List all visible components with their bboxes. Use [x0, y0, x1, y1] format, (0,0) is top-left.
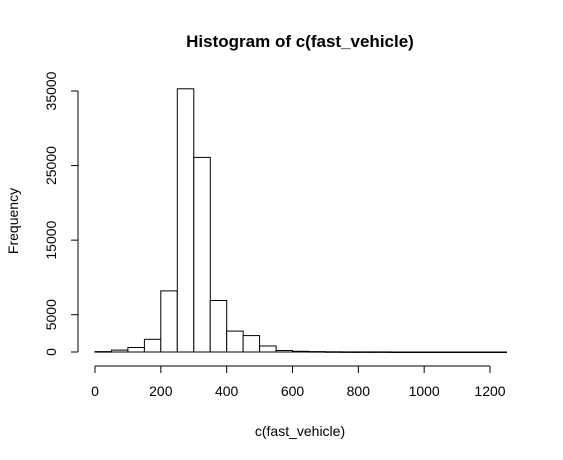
y-axis-label: Frequency	[5, 188, 21, 254]
histogram-bar-16	[357, 351, 376, 353]
histogram-bar-15	[341, 351, 359, 353]
histogram-bar-11	[275, 350, 293, 353]
histogram-bar-8	[226, 330, 244, 353]
histogram-bar-10	[259, 345, 277, 353]
histogram-bar-23	[473, 351, 491, 353]
y-tick-label: 35000	[43, 71, 59, 110]
histogram-bar-18	[390, 351, 409, 353]
histogram-bar-4	[160, 290, 178, 353]
histogram-bar-9	[242, 335, 261, 353]
histogram-bars	[94, 88, 507, 353]
x-tick-label: 400	[215, 383, 239, 399]
histogram-bar-17	[374, 351, 392, 353]
x-tick-label: 600	[281, 383, 305, 399]
histogram-bar-24	[489, 351, 507, 353]
histogram-bar-1	[111, 349, 129, 353]
histogram-bar-12	[292, 350, 310, 353]
y-tick-label: 0	[43, 348, 59, 356]
histogram-bar-7	[209, 300, 228, 353]
histogram-bar-20	[423, 351, 442, 353]
histogram-bar-6	[193, 156, 211, 353]
chart-title: Histogram of c(fast_vehicle)	[186, 32, 414, 51]
y-tick-label: 15000	[43, 220, 59, 259]
x-tick-label: 200	[149, 383, 173, 399]
histogram-bar-0	[94, 351, 112, 353]
y-tick-label: 25000	[43, 146, 59, 185]
x-tick-label: 1200	[474, 383, 505, 399]
histogram-bar-14	[324, 351, 343, 353]
histogram-bar-22	[456, 351, 475, 353]
histogram-bar-13	[308, 351, 326, 353]
histogram-bar-5	[176, 88, 195, 353]
histogram-bar-19	[407, 351, 425, 353]
x-axis-label: c(fast_vehicle)	[255, 423, 345, 439]
y-tick-label: 5000	[43, 299, 59, 330]
x-tick-label: 1000	[409, 383, 440, 399]
histogram-bar-2	[127, 347, 145, 353]
histogram-bar-3	[143, 338, 162, 353]
x-tick-label: 800	[347, 383, 371, 399]
x-axis: 0 200 400 600 800 1000 1200	[91, 365, 506, 399]
x-tick-label: 0	[91, 383, 99, 399]
y-axis: 0 5000 15000 25000 35000	[43, 71, 79, 356]
histogram-bar-21	[440, 351, 458, 353]
